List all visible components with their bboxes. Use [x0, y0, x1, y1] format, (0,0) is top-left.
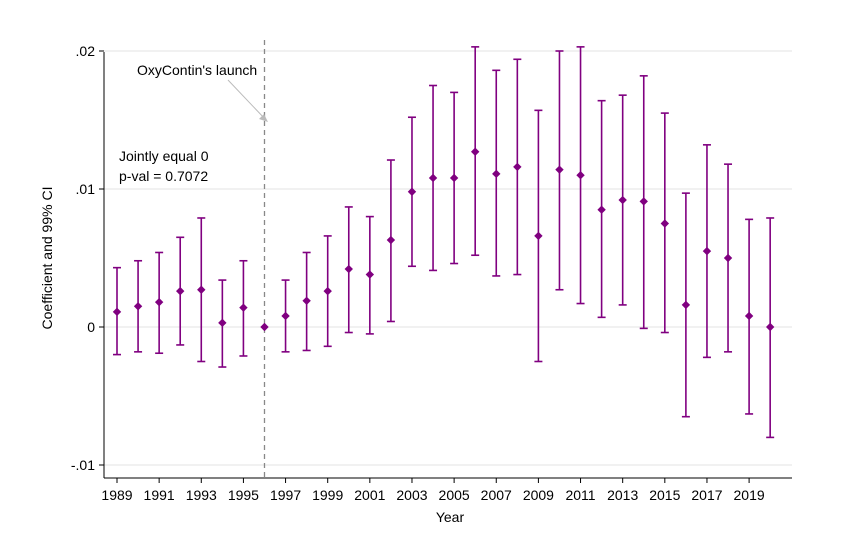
coefficient-point	[154, 297, 164, 307]
y-tick-label: .01	[76, 181, 96, 197]
coefficient-point	[702, 246, 712, 256]
coefficient-point	[407, 187, 417, 196]
x-tick-label: 2001	[354, 487, 385, 503]
y-tick-label: .02	[76, 43, 96, 59]
x-tick-label: 2017	[691, 487, 722, 503]
coefficient-point	[765, 322, 775, 332]
coefficient-points	[112, 147, 775, 332]
x-axis-label: Year	[436, 509, 465, 525]
axes	[99, 50, 792, 483]
x-tick-label: 2003	[396, 487, 427, 503]
coefficient-point	[260, 322, 269, 332]
x-tick-label: 1997	[270, 487, 301, 503]
x-tick-label: 2019	[734, 487, 765, 503]
coefficient-point	[639, 197, 648, 206]
coefficient-point	[428, 173, 438, 183]
x-tick-label: 2009	[523, 487, 554, 503]
coefficient-point	[723, 253, 733, 263]
coefficient-point	[449, 173, 459, 183]
coefficient-point	[344, 264, 353, 274]
y-axis-label: Coefficient and 99% CI	[39, 187, 55, 330]
x-tick-label: 2013	[607, 487, 638, 503]
coefficient-point	[660, 219, 670, 228]
x-tick-label: 2011	[565, 487, 595, 503]
launch-annotation-arrowhead	[259, 114, 268, 122]
launch-annotation: OxyContin's launch	[137, 62, 257, 78]
coefficient-point	[365, 270, 375, 279]
coefficient-point	[112, 307, 122, 317]
x-tick-label: 2005	[439, 487, 470, 503]
joint-test-annotation-line1: Jointly equal 0	[119, 148, 209, 164]
coefficient-point	[555, 165, 564, 174]
y-tick-label: -.01	[71, 457, 95, 473]
coefficient-point	[681, 300, 691, 310]
x-tick-labels: 1989 1991 1993 1995 1997 1999 2001 2003 2005 2007…	[101, 487, 764, 503]
coefficient-point	[218, 318, 227, 328]
x-tick-label: 1989	[101, 487, 132, 503]
coefficient-point	[576, 171, 585, 180]
coefficient-point	[176, 286, 185, 296]
coefficient-point	[133, 302, 143, 311]
coefficient-point	[197, 285, 206, 294]
y-tick-label: 0	[87, 319, 95, 335]
coefficient-point	[618, 195, 627, 205]
x-tick-label: 1999	[312, 487, 343, 503]
x-tick-label: 1993	[186, 487, 217, 503]
coefficient-point	[597, 205, 606, 214]
x-tick-label: 2007	[481, 487, 512, 503]
coefficient-point	[470, 147, 480, 156]
joint-test-annotation-line2: p-val = 0.7072	[119, 168, 208, 184]
x-tick-label: 2015	[649, 487, 680, 503]
coefficient-point	[492, 169, 501, 179]
coefficient-point	[302, 296, 311, 305]
y-tick-labels: -.01 0 .01 .02	[71, 43, 95, 473]
x-tick-label: 1995	[228, 487, 259, 503]
x-tick-label: 1991	[144, 487, 175, 503]
confidence-intervals	[113, 46, 775, 439]
coefficient-point	[323, 286, 332, 296]
coefficient-point	[386, 235, 396, 245]
coefficient-point	[534, 231, 543, 241]
launch-annotation-arrow	[227, 79, 267, 121]
coefficient-point	[513, 162, 522, 172]
coefficient-point	[744, 311, 754, 321]
coefficient-point	[281, 311, 290, 321]
gridlines	[104, 50, 792, 466]
coefficient-point	[239, 303, 248, 312]
